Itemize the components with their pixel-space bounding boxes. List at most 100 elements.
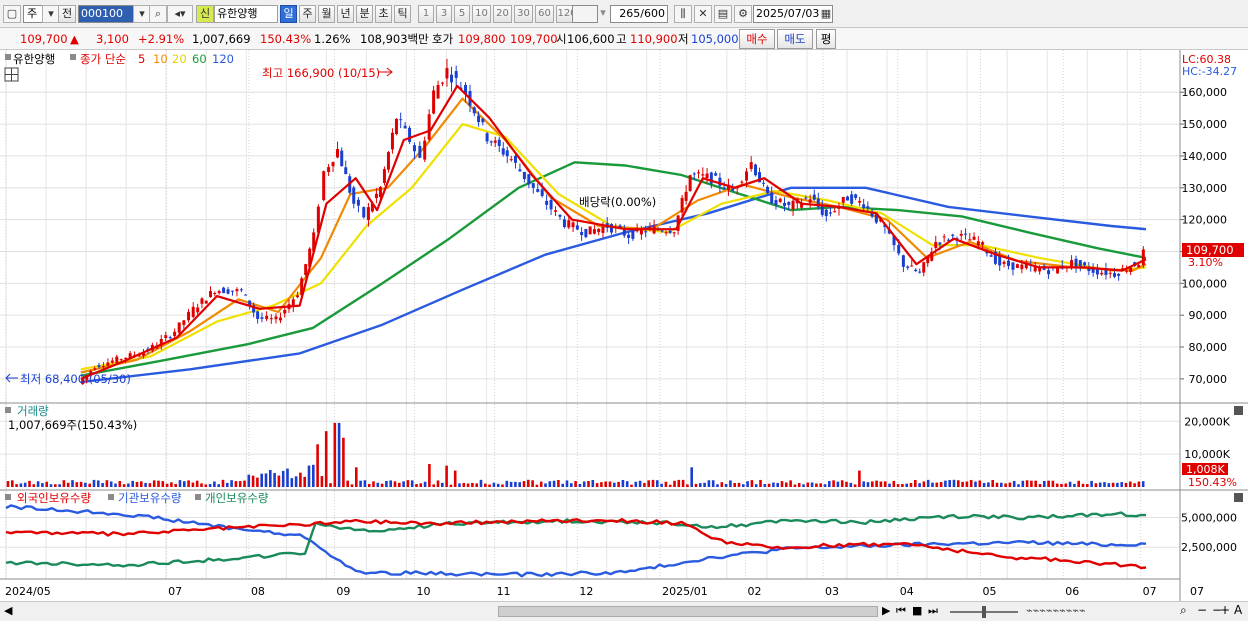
volume-bar — [419, 483, 423, 487]
candle-body — [688, 175, 692, 191]
blank-dropdown-icon[interactable]: ▾ — [600, 6, 606, 19]
count-value: 265 — [619, 7, 641, 20]
candle-body — [362, 207, 366, 218]
period-button-3[interactable]: 년 — [337, 5, 354, 23]
x-tick-label: 02 — [748, 585, 762, 598]
volume-bar — [974, 481, 977, 487]
volume-bar — [557, 479, 560, 487]
scroll-thumb[interactable] — [498, 606, 878, 617]
volume-close-icon[interactable] — [1234, 406, 1243, 415]
interval-button-10[interactable]: 10 — [472, 5, 491, 23]
drawing-tools-icon[interactable]: ⌁⌁⌁⌁⌁⌁⌁⌁⌁ — [1026, 604, 1086, 617]
candle-body — [209, 291, 213, 298]
interval-button-5[interactable]: 5 — [454, 5, 470, 23]
volume-bar — [264, 473, 268, 487]
volume-bar — [54, 484, 57, 487]
stock-code-input[interactable]: 000100 — [78, 5, 134, 23]
candle-body — [1002, 261, 1006, 264]
eval-button[interactable]: 평 — [816, 29, 836, 49]
period-button-5[interactable]: 초 — [375, 5, 392, 23]
interval-button-1[interactable]: 1 — [418, 5, 434, 23]
volume-bar — [733, 483, 736, 487]
volume-bar — [531, 480, 534, 487]
candle-body — [1070, 260, 1074, 267]
scroll-right-icon[interactable]: ▶ — [882, 604, 891, 617]
institution-marker-icon — [108, 494, 114, 500]
date-field[interactable]: 2025/07/03 — [753, 5, 833, 23]
stop-icon[interactable]: ■ — [912, 604, 923, 617]
tool-icon[interactable]: ✕ — [694, 5, 712, 23]
scroll-left-icon[interactable]: ◀ — [4, 604, 13, 617]
period-button-1[interactable]: 주 — [299, 5, 316, 23]
stock-name-field[interactable]: 유한양행 — [214, 5, 278, 23]
legend-individual: 개인보유수량 — [205, 491, 269, 505]
speaker-icon[interactable]: ◂▾ — [167, 5, 193, 23]
count-field[interactable]: 265/600 — [610, 5, 668, 23]
search-icon[interactable]: ⌕ — [149, 5, 167, 23]
period-button-6[interactable]: 틱 — [394, 5, 411, 23]
volume-bar — [329, 483, 332, 487]
volume-bar — [690, 467, 693, 487]
interval-button-60[interactable]: 60 — [535, 5, 554, 23]
collapse-icon[interactable]: − — [1212, 603, 1223, 617]
prev-button[interactable]: 전 — [58, 5, 76, 23]
interval-button-30[interactable]: 30 — [514, 5, 533, 23]
volume-bar — [191, 482, 195, 487]
volume-bar — [221, 479, 225, 487]
candle-body — [575, 225, 579, 230]
market-select[interactable]: 주 — [23, 5, 43, 23]
candle-body — [274, 316, 278, 320]
period-button-0[interactable]: 일 — [280, 5, 297, 23]
font-size-icon[interactable]: A — [1234, 603, 1243, 617]
volume-bar — [19, 483, 23, 487]
candle-body — [217, 291, 221, 294]
period-button-2[interactable]: 월 — [318, 5, 335, 23]
volume-bar — [802, 484, 805, 487]
candle-body — [660, 230, 664, 232]
volume-value-label: 1,007,669주(150.43%) — [8, 418, 137, 432]
zoom-out-icon[interactable]: − — [1197, 603, 1208, 617]
window-menu-icon[interactable]: ▢ — [3, 5, 21, 23]
volume-bar — [729, 480, 732, 487]
candle-body — [783, 202, 787, 206]
candle-type-icon[interactable]: ⫼ — [674, 5, 692, 23]
candle-body — [327, 167, 331, 173]
candle-body — [226, 289, 230, 294]
buy-button[interactable]: 매수 — [739, 29, 775, 49]
save-icon[interactable]: ▤ — [714, 5, 732, 23]
volume-bar — [217, 484, 220, 487]
quote-turnover: 1.26% — [314, 32, 351, 46]
volume-bar — [251, 475, 255, 487]
candle-body — [740, 181, 744, 183]
calendar-icon[interactable]: ▦ — [820, 7, 832, 20]
price-tick-label: 160,000 — [1182, 86, 1228, 99]
candle-body — [998, 255, 1002, 266]
zoom-slider-handle[interactable] — [982, 606, 986, 618]
candle-body — [770, 192, 774, 204]
volume-bar — [475, 483, 478, 487]
zoom-search-icon[interactable]: ⌕ — [1180, 603, 1187, 617]
stock-chart[interactable]: 160,000150,000140,000130,000120,000110,0… — [0, 50, 1248, 601]
candle-body — [664, 232, 668, 234]
candle-body — [481, 118, 485, 123]
gear-icon[interactable]: ⚙ — [734, 5, 752, 23]
last-page-icon[interactable]: ⏭ — [928, 604, 938, 617]
period-button-4[interactable]: 분 — [356, 5, 373, 23]
volume-bar — [32, 484, 36, 487]
count-total: /600 — [640, 7, 665, 20]
sell-button[interactable]: 매도 — [777, 29, 813, 49]
ma-label: 종가 단순 — [80, 52, 126, 66]
buy-label: 매수 — [746, 32, 768, 46]
volume-bar — [922, 481, 926, 487]
holdings-close-icon[interactable] — [1234, 493, 1243, 502]
first-page-icon[interactable]: ⏮ — [896, 604, 906, 617]
volume-bar — [393, 481, 397, 487]
blank-select[interactable] — [572, 5, 598, 23]
zoom-in-icon[interactable]: + — [1220, 603, 1231, 617]
interval-button-20[interactable]: 20 — [493, 5, 512, 23]
x-tick-label: 07 — [168, 585, 182, 598]
candle-body — [1038, 268, 1042, 272]
candle-body — [1024, 264, 1028, 269]
candle-body — [774, 200, 778, 206]
interval-button-3[interactable]: 3 — [436, 5, 452, 23]
